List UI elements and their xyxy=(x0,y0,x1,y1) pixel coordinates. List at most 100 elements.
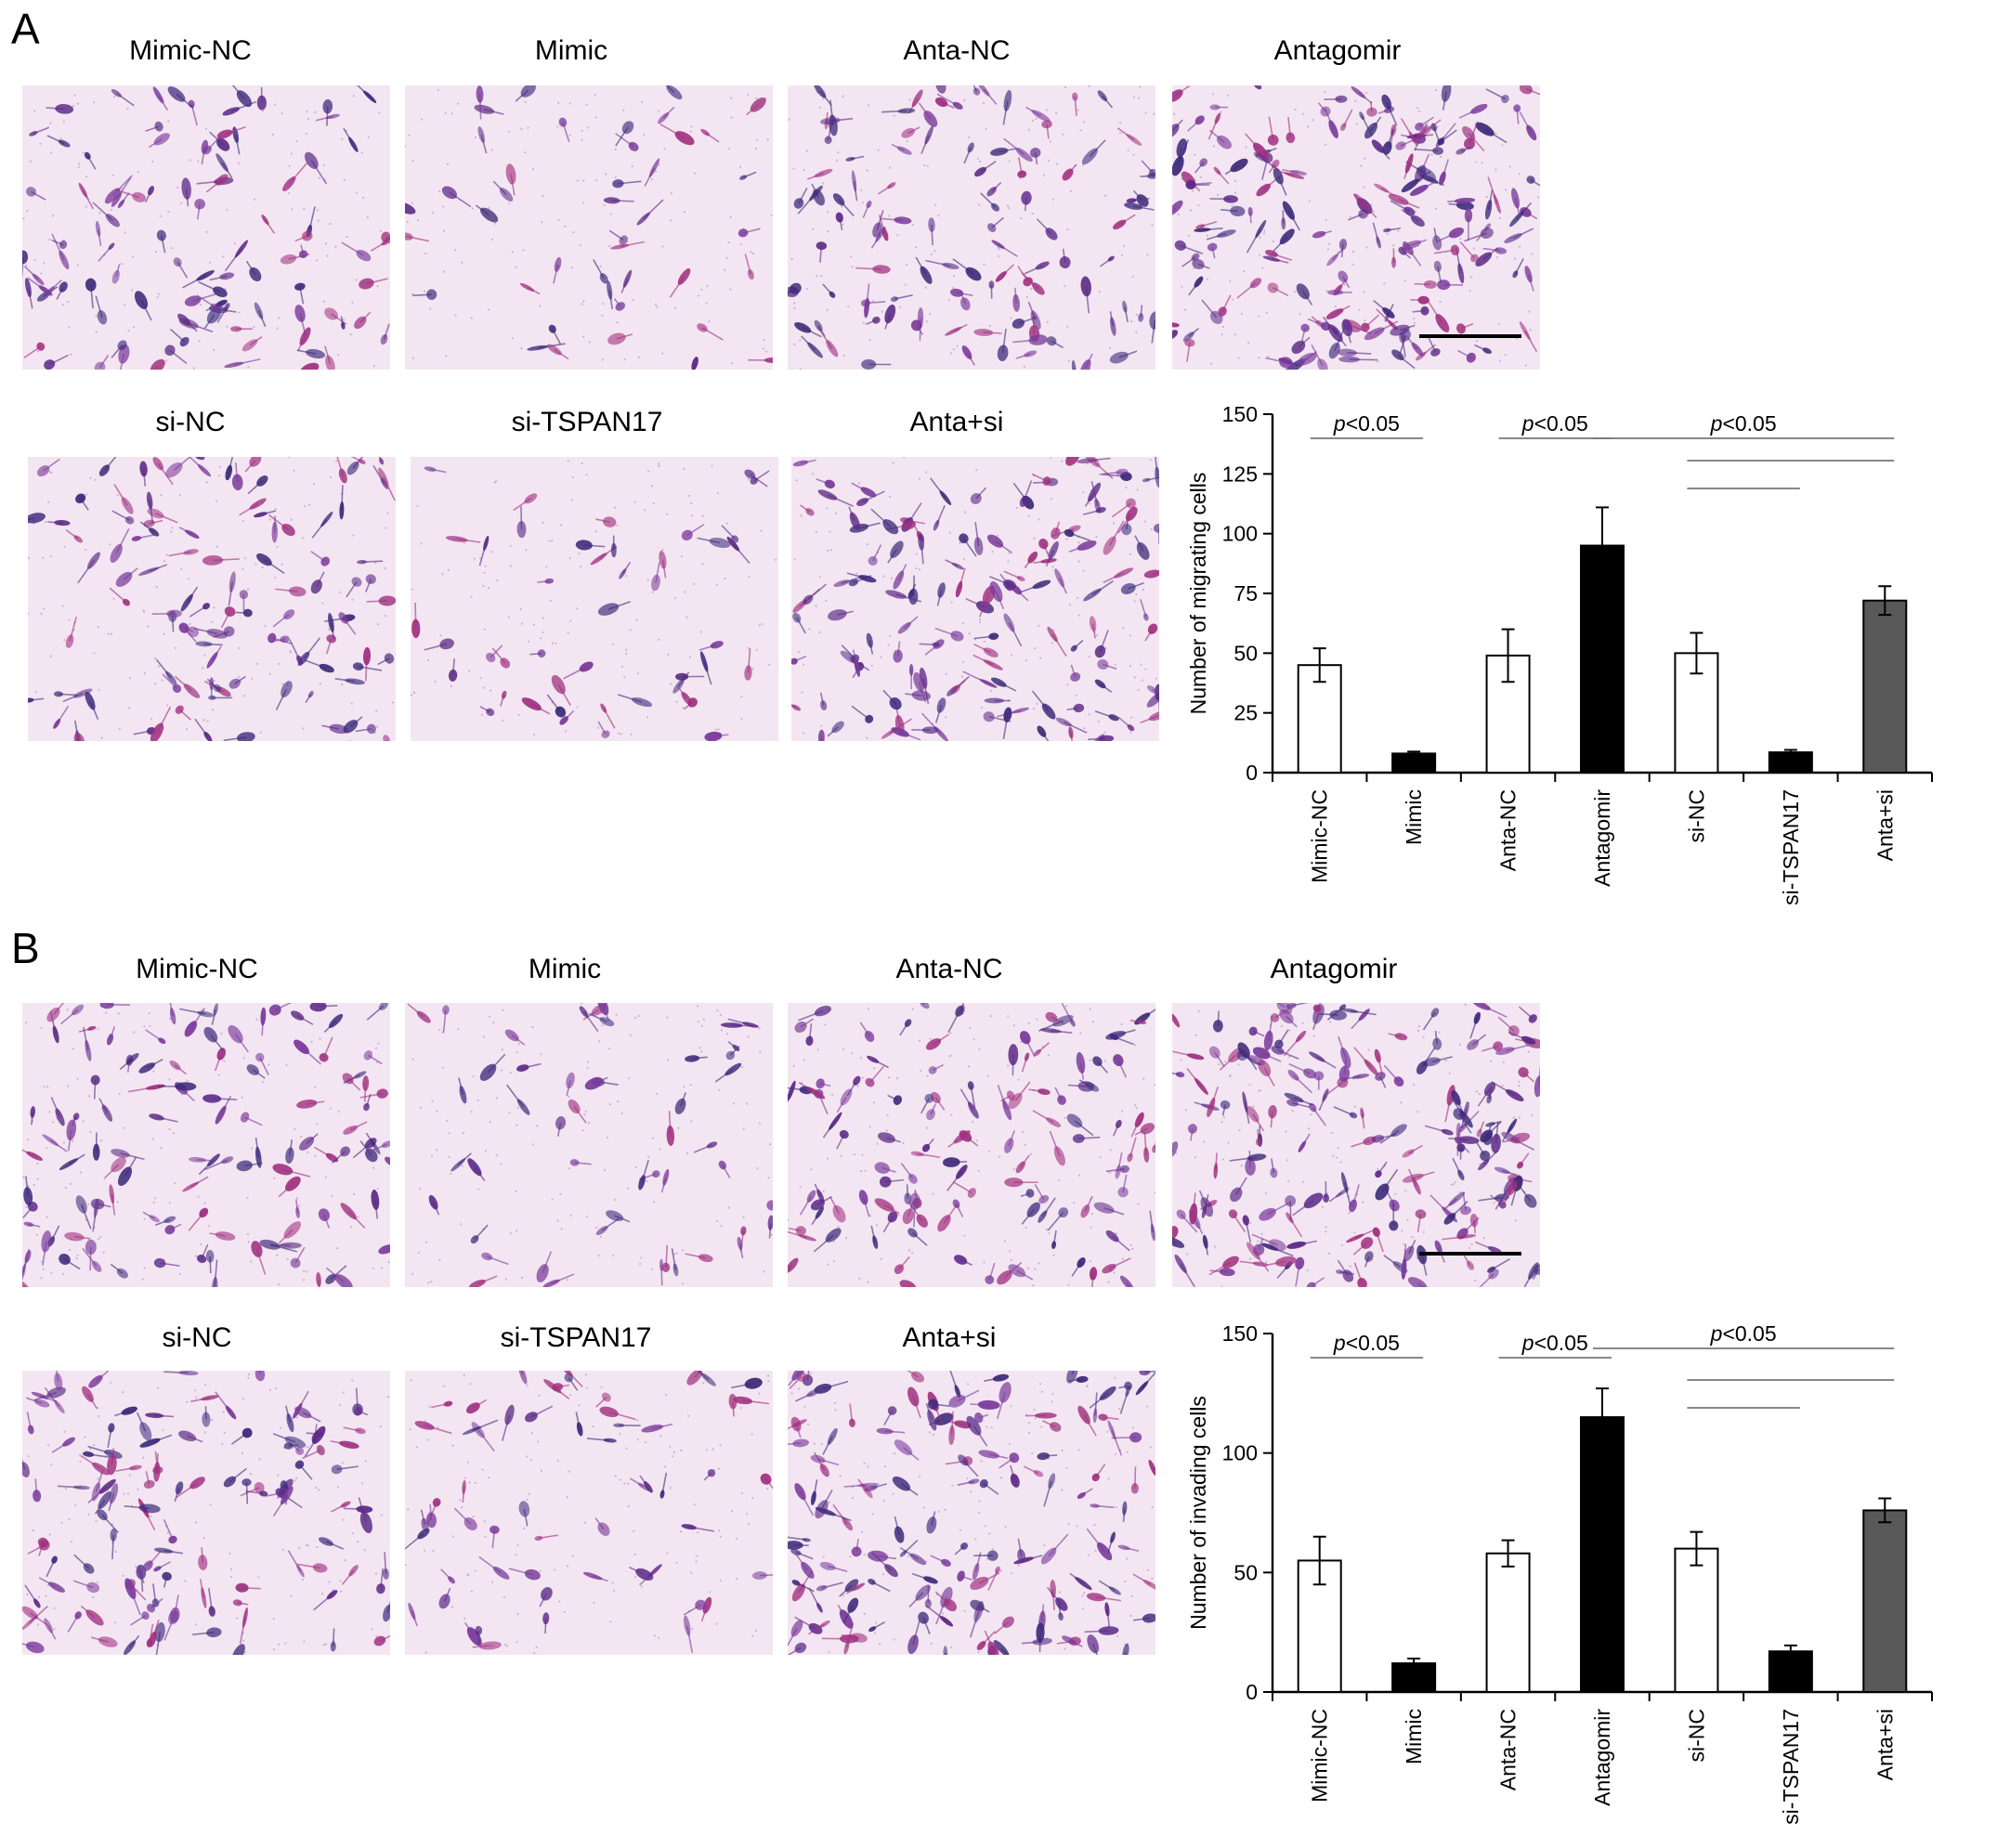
image-label: Mimic-NC xyxy=(136,954,258,984)
micrograph-a-mimic-nc xyxy=(22,85,390,370)
error-bar xyxy=(1690,631,1703,675)
error-bar xyxy=(1596,1387,1609,1447)
significance-label: p<0.05 xyxy=(1710,1321,1777,1346)
image-label: Anta-NC xyxy=(903,35,1011,66)
image-label: Mimic xyxy=(534,35,608,66)
image-label: Anta+si xyxy=(902,1322,997,1353)
micrograph-a-si-tspan17 xyxy=(411,457,778,741)
x-tick-label: si-NC xyxy=(1684,789,1708,843)
error-bar xyxy=(1312,647,1326,683)
x-tick-label: Anta+si xyxy=(1873,789,1897,861)
y-tick-label: 150 xyxy=(1222,402,1258,426)
x-tick-label: Mimic-NC xyxy=(1308,1709,1332,1802)
micrograph-image xyxy=(28,457,396,741)
micrograph-a-mimic xyxy=(405,85,773,370)
bar xyxy=(1391,752,1437,774)
micrograph-b-si-tspan17 xyxy=(405,1371,773,1655)
image-label: Anta+si xyxy=(909,407,1004,437)
image-label: Antagomir xyxy=(1270,954,1398,984)
y-tick-label: 100 xyxy=(1222,1441,1258,1465)
micrograph-b-anta-nc xyxy=(788,1003,1155,1287)
x-tick-label: si-TSPAN17 xyxy=(1779,789,1803,905)
micrograph-a-si-nc xyxy=(28,457,396,741)
y-tick-label: 50 xyxy=(1233,641,1258,665)
x-tick-label: Mimic-NC xyxy=(1308,789,1332,883)
error-bar xyxy=(1501,628,1515,683)
panel-letter-a: A xyxy=(11,5,40,53)
image-label: si-TSPAN17 xyxy=(511,407,663,437)
micrograph-image xyxy=(788,85,1155,370)
bar xyxy=(1674,1547,1719,1693)
bar xyxy=(1862,599,1908,774)
error-bar xyxy=(1783,1644,1797,1659)
micrograph-image xyxy=(411,457,778,741)
x-tick-label: si-NC xyxy=(1684,1709,1708,1763)
micrograph-a-anta-nc xyxy=(788,85,1155,370)
x-tick-label: Antagomir xyxy=(1590,789,1614,887)
micrograph-b-si-nc xyxy=(22,1371,390,1655)
error-bar xyxy=(1878,585,1892,617)
bar xyxy=(1485,1552,1531,1693)
micrograph-image xyxy=(788,1003,1155,1287)
image-label: si-TSPAN17 xyxy=(500,1322,652,1353)
significance-label: p<0.05 xyxy=(1333,1331,1400,1355)
image-label: si-NC xyxy=(162,1322,232,1353)
error-bar xyxy=(1407,1657,1421,1670)
y-tick-label: 125 xyxy=(1222,462,1258,486)
significance-label: p<0.05 xyxy=(1333,411,1400,436)
error-bar xyxy=(1312,1535,1326,1586)
micrograph-image xyxy=(791,457,1159,741)
y-tick-label: 0 xyxy=(1246,1680,1258,1704)
micrograph-image xyxy=(22,1003,390,1287)
error-bar xyxy=(1878,1497,1892,1524)
micrograph-image xyxy=(405,85,773,370)
x-tick-label: Anta-NC xyxy=(1496,1709,1521,1790)
x-tick-label: Antagomir xyxy=(1590,1709,1614,1806)
image-label: Mimic-NC xyxy=(129,35,252,66)
micrograph-image xyxy=(22,1371,390,1655)
image-label: Antagomir xyxy=(1273,35,1402,66)
y-axis-label: Number of invading cells xyxy=(1186,1396,1210,1630)
significance-label: p<0.05 xyxy=(1521,1331,1588,1355)
significance-label: p<0.05 xyxy=(1710,411,1777,436)
micrograph-b-anta-si xyxy=(788,1371,1155,1655)
micrograph-image xyxy=(788,1371,1155,1655)
image-label: Anta-NC xyxy=(895,954,1003,984)
chart-migrating-cells: 0 25 50 75 100 125 150 Number of migrating cell… xyxy=(1186,402,1933,905)
micrograph-image xyxy=(405,1371,773,1655)
y-axis-label: Number of migrating cells xyxy=(1186,473,1210,715)
micrograph-a-anta-si xyxy=(791,457,1159,741)
bar xyxy=(1580,1416,1625,1693)
significance-label: p<0.05 xyxy=(1521,411,1588,436)
chart-invading-cells: 0 50 100 150 Number of invading cells Mimic-N… xyxy=(1186,1321,1933,1825)
bar xyxy=(1297,664,1342,774)
micrograph-image xyxy=(1172,1003,1540,1287)
x-tick-label: Mimic xyxy=(1402,1709,1426,1764)
x-tick-label: Anta+si xyxy=(1873,1709,1897,1780)
panel-letter-b: B xyxy=(11,924,40,972)
x-tick-label: Anta-NC xyxy=(1496,789,1521,871)
error-bar xyxy=(1501,1539,1515,1568)
y-tick-label: 150 xyxy=(1222,1321,1258,1346)
error-bar xyxy=(1596,506,1609,585)
image-label: si-NC xyxy=(155,407,226,437)
x-tick-label: si-TSPAN17 xyxy=(1779,1709,1803,1825)
error-bar xyxy=(1407,750,1421,757)
micrograph-image xyxy=(405,1003,773,1287)
micrograph-b-antagomir xyxy=(1172,1003,1540,1287)
micrograph-image xyxy=(1172,85,1540,370)
error-bar xyxy=(1690,1530,1703,1567)
error-bar xyxy=(1783,748,1797,756)
micrograph-a-antagomir xyxy=(1172,85,1540,370)
y-tick-label: 100 xyxy=(1222,522,1258,546)
x-tick-label: Mimic xyxy=(1402,789,1426,845)
micrograph-b-mimic xyxy=(405,1003,773,1287)
y-tick-label: 75 xyxy=(1233,581,1258,605)
image-label: Mimic xyxy=(528,954,602,984)
micrograph-b-mimic-nc xyxy=(22,1003,390,1287)
y-tick-label: 0 xyxy=(1246,761,1258,785)
micrograph-image xyxy=(22,85,390,370)
bar xyxy=(1862,1509,1908,1693)
y-tick-label: 25 xyxy=(1233,701,1258,725)
y-tick-label: 50 xyxy=(1233,1560,1258,1584)
